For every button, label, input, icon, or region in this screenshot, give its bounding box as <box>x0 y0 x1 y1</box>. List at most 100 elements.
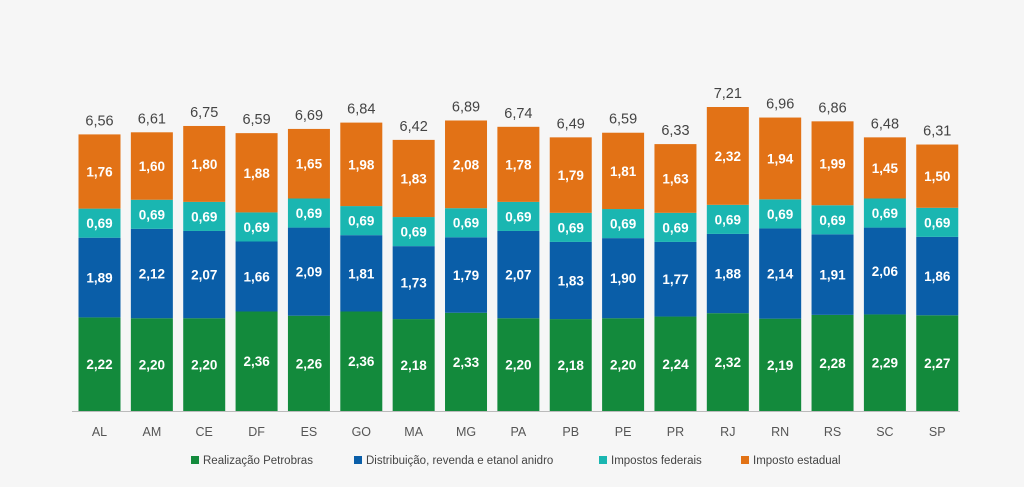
bar-segment <box>183 318 226 411</box>
x-tick-label: PE <box>615 425 632 439</box>
x-tick-label: PA <box>511 425 527 439</box>
bar-segment <box>340 122 383 207</box>
bar-segment-value-label: 0,69 <box>662 220 688 235</box>
bar-total-label: 6,31 <box>923 124 951 140</box>
legend-swatch <box>599 456 607 464</box>
bar-segment-value-label: 2,06 <box>872 264 899 279</box>
bar-segment-value-label: 1,83 <box>401 171 428 186</box>
bar-segment-value-label: 1,83 <box>558 274 585 289</box>
bar-segment-value-label: 0,69 <box>924 215 950 230</box>
bar-total-label: 6,86 <box>818 100 846 116</box>
bar-segment-value-label: 2,07 <box>505 268 531 283</box>
bar-segment <box>549 319 592 411</box>
bar-segment <box>706 204 749 234</box>
bar-segment <box>392 217 435 247</box>
bar-segment-value-label: 2,29 <box>872 356 898 371</box>
bar-segment <box>497 230 540 319</box>
bar-segment <box>863 137 906 199</box>
bar-segment <box>549 212 592 242</box>
bar-segment-value-label: 2,36 <box>243 354 270 369</box>
bar-segment <box>759 228 802 319</box>
bar-segment <box>863 314 906 411</box>
bar-segment <box>287 128 330 199</box>
bar-segment-value-label: 2,12 <box>139 267 165 282</box>
bar-segment-value-label: 1,98 <box>348 157 375 172</box>
bar-segment <box>602 238 645 319</box>
bar-segment <box>445 237 488 313</box>
bar-segment <box>654 316 697 411</box>
bar-segment-value-label: 0,69 <box>767 207 793 222</box>
bar-segment <box>392 246 435 320</box>
bar-total-label: 7,21 <box>714 86 742 102</box>
bar-segment <box>811 205 854 235</box>
x-tick-label: CE <box>196 425 213 439</box>
bar-segment-value-label: 2,27 <box>924 356 950 371</box>
bar-total-label: 6,59 <box>242 112 270 128</box>
bar-segment-value-label: 1,65 <box>296 157 323 172</box>
bar-segment-value-label: 0,69 <box>191 209 217 224</box>
legend-label: Impostos federais <box>611 455 702 467</box>
bar-segment <box>497 126 540 202</box>
legend-label: Realização Petrobras <box>203 455 313 467</box>
bar-segment-value-label: 2,18 <box>558 358 585 373</box>
bar-segment-value-label: 1,88 <box>243 166 270 181</box>
bar-segment <box>706 233 749 314</box>
bar-segment <box>654 144 697 213</box>
bar-segment <box>811 314 854 411</box>
x-tick-label: SP <box>929 425 946 439</box>
legend-swatch <box>354 456 362 464</box>
bar-total-label: 6,89 <box>452 99 480 115</box>
bar-segment <box>445 120 488 209</box>
bar-segment-value-label: 0,69 <box>610 217 636 232</box>
bar-segment <box>78 317 121 411</box>
x-tick-label: SC <box>876 425 893 439</box>
bar-segment <box>811 121 854 206</box>
bar-segment <box>549 137 592 213</box>
bar-segment <box>759 318 802 411</box>
x-tick-label: RJ <box>720 425 735 439</box>
bar-total-label: 6,74 <box>504 106 532 122</box>
bar-segment <box>235 133 278 213</box>
bar-segment-value-label: 1,88 <box>715 267 742 282</box>
bar-segment-value-label: 1,63 <box>662 171 689 186</box>
bar-segment-value-label: 2,18 <box>401 358 428 373</box>
bar-segment <box>130 132 173 200</box>
bar-segment-value-label: 0,69 <box>558 220 584 235</box>
x-tick-label: ES <box>301 425 318 439</box>
x-tick-label: RS <box>824 425 841 439</box>
bar-segment-value-label: 2,22 <box>86 357 112 372</box>
bar-segment <box>392 319 435 411</box>
bar-segment <box>654 212 697 242</box>
bar-segment <box>340 235 383 312</box>
bar-segment-value-label: 2,20 <box>139 358 165 373</box>
bar-segment-value-label: 0,69 <box>872 206 898 221</box>
bar-segment-value-label: 2,09 <box>296 265 322 280</box>
bar-segment <box>549 241 592 320</box>
bar-segment-value-label: 1,66 <box>243 269 270 284</box>
bar-segment-value-label: 0,69 <box>401 225 427 240</box>
bar-segment <box>78 134 121 209</box>
x-tick-label: MG <box>456 425 476 439</box>
bar-segment-value-label: 0,69 <box>139 207 165 222</box>
bar-segment-value-label: 1,89 <box>86 271 112 286</box>
bar-segment <box>497 201 540 231</box>
legend-swatch <box>191 456 199 464</box>
bar-segment-value-label: 2,20 <box>505 358 531 373</box>
bar-segment <box>759 117 802 200</box>
bar-total-label: 6,61 <box>138 111 166 127</box>
bar-segment <box>287 198 330 228</box>
bar-segment <box>78 208 121 238</box>
bar-segment <box>130 318 173 411</box>
bar-segment <box>706 107 749 205</box>
bar-segment-value-label: 1,86 <box>924 269 951 284</box>
bar-segment-value-label: 0,69 <box>296 206 322 221</box>
bar-segment-value-label: 1,79 <box>558 168 584 183</box>
x-tick-label: MA <box>404 425 423 439</box>
bar-segment <box>445 312 488 411</box>
bar-segment-value-label: 1,76 <box>86 165 113 180</box>
bar-segment <box>183 201 226 231</box>
bar-segment <box>602 209 645 239</box>
bar-segment <box>916 315 959 411</box>
bar-segment <box>916 207 959 237</box>
